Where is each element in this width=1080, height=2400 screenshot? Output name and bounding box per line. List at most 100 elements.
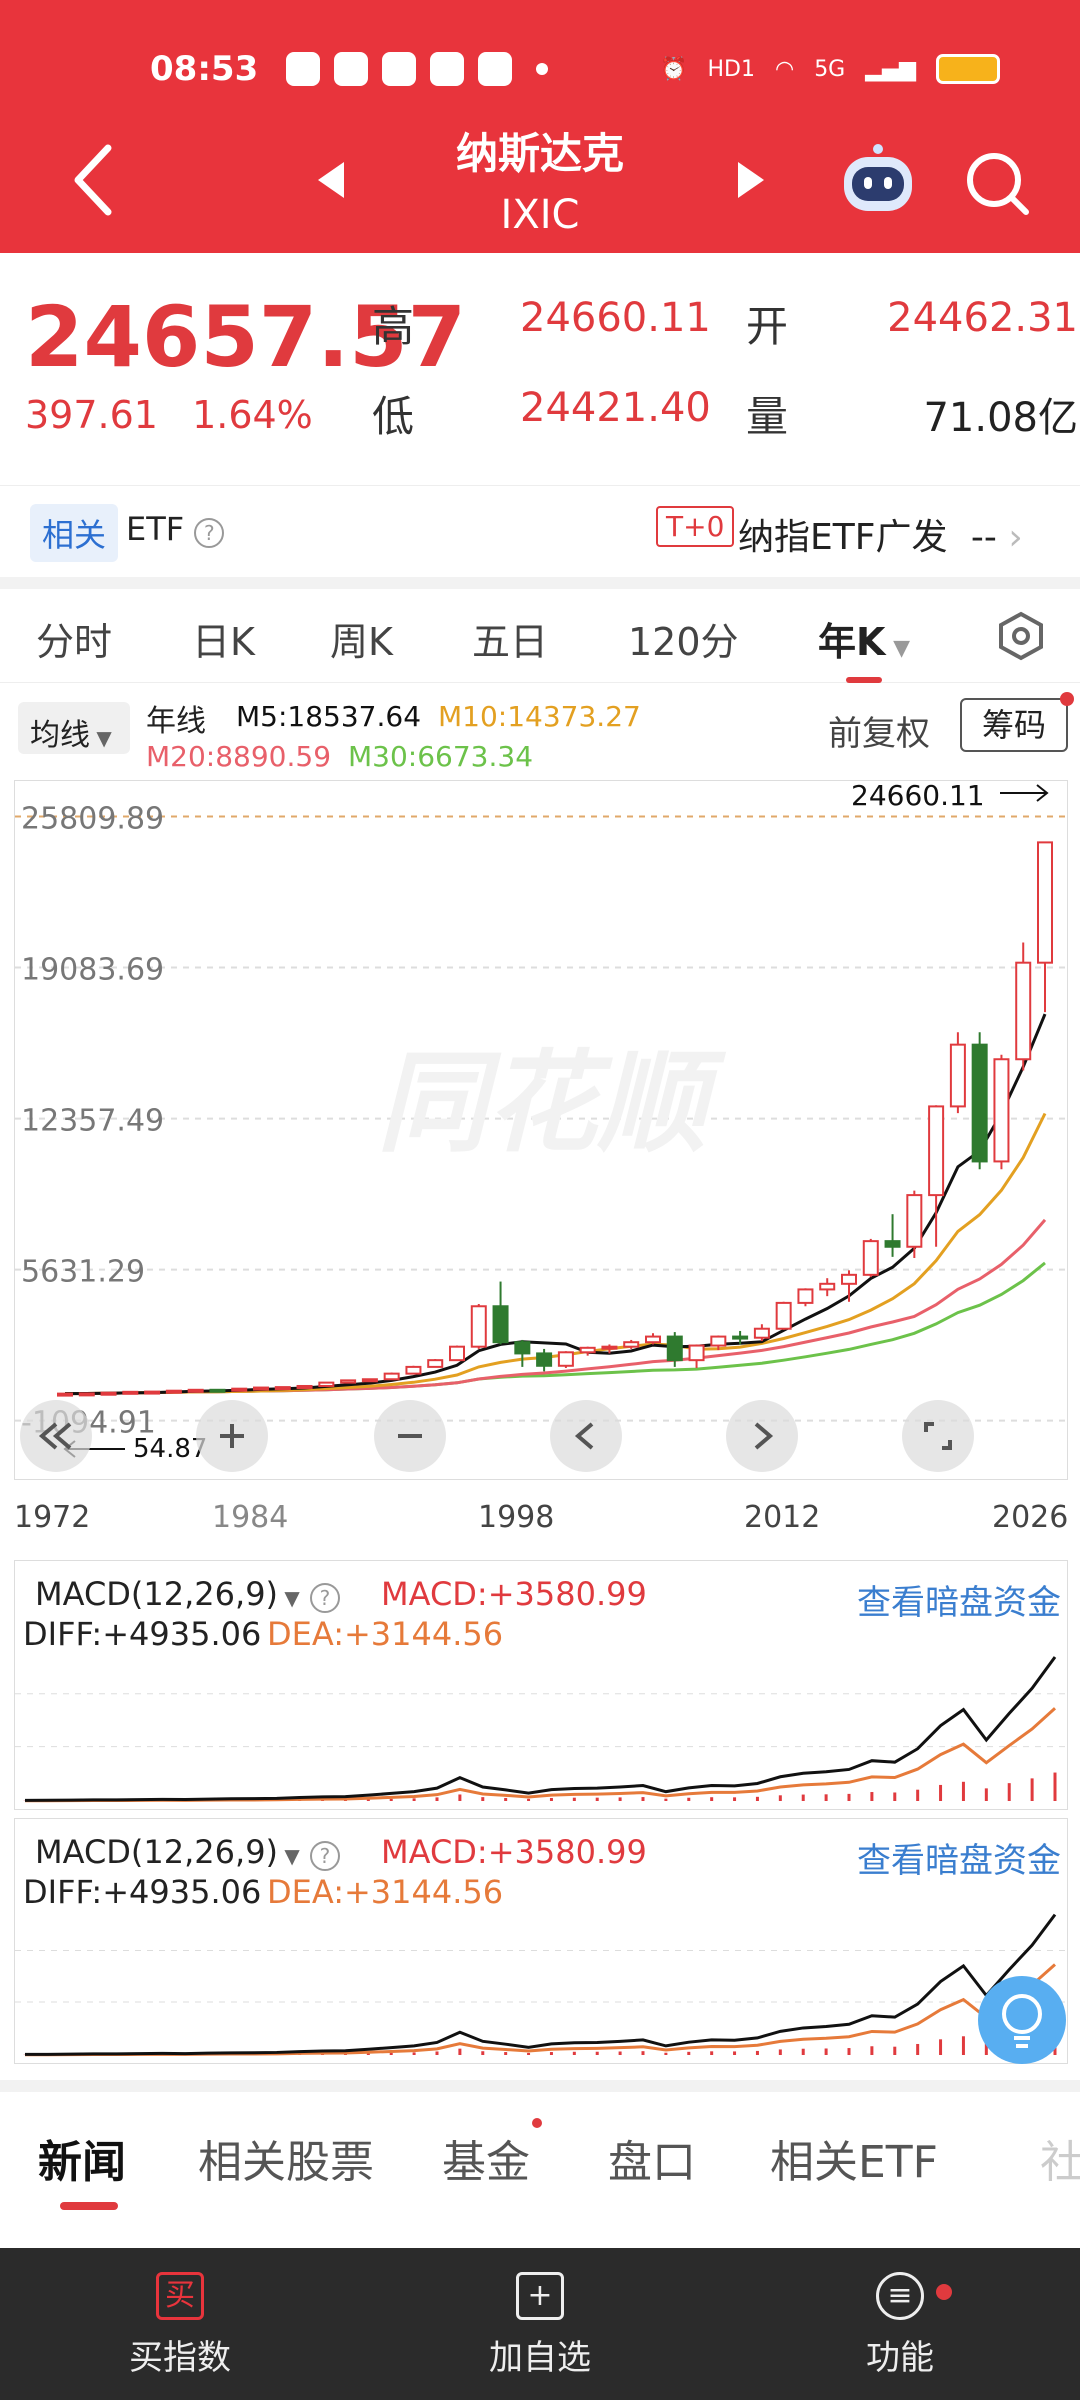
tab-weekly-k[interactable]: 周K [330, 620, 393, 664]
etf-label: ETF ? [126, 510, 225, 548]
max-price-label: 24660.11 [851, 781, 985, 812]
zoom-in-button[interactable] [196, 1400, 268, 1472]
fullscreen-button[interactable] [902, 1400, 974, 1472]
chevron-down-icon: ▼ [278, 1586, 300, 1610]
candle-body [688, 1344, 705, 1362]
ma10-value: M10:14373.27 [438, 700, 641, 733]
scroll-left-button[interactable] [550, 1400, 622, 1472]
ma30-line [64, 1261, 1046, 1396]
candle-body [274, 1386, 291, 1391]
period-tabs: 分时 日K 周K 五日 120分 年K ▼ [0, 589, 1080, 683]
settings-hexagon-icon[interactable] [996, 611, 1046, 661]
candle-body [340, 1379, 357, 1384]
candle-body [296, 1384, 313, 1389]
dark-pool-link[interactable]: 查看暗盘资金 [857, 1583, 1061, 1623]
assistant-robot-icon[interactable] [838, 143, 918, 215]
candle-body [949, 1043, 966, 1108]
ma-selector-label: 均线 [30, 718, 90, 753]
buy-index-button[interactable]: 买 买指数 [80, 2272, 280, 2379]
tab-five-day[interactable]: 五日 [472, 620, 549, 664]
dea-value: DEA:+3144.56 [267, 1873, 504, 1911]
back-icon[interactable] [70, 140, 120, 220]
high-label: 高 [372, 302, 415, 351]
tab-120min[interactable]: 120分 [628, 620, 739, 664]
add-watchlist-label: 加自选 [489, 2338, 591, 2378]
tab-order-book[interactable]: 盘口 [608, 2137, 696, 2188]
period-label: 年线 [146, 704, 206, 739]
tab-yearly-k[interactable]: 年K ▼ [818, 611, 910, 666]
app-notification-icon [286, 52, 321, 86]
buy-index-label: 买指数 [129, 2338, 231, 2378]
more-notifications-icon [536, 63, 549, 75]
change-percent: 1.64% [192, 393, 313, 437]
y-tick-label: 5631.29 [21, 1255, 145, 1290]
macd-value: MACD:+3580.99 [381, 1575, 647, 1613]
dark-pool-link[interactable]: 查看暗盘资金 [857, 1841, 1061, 1881]
etf-label-text: ETF [126, 510, 185, 548]
volume-value: 71.08亿 [923, 395, 1078, 441]
add-watchlist-button[interactable]: + 加自选 [440, 2272, 640, 2379]
macd-svg [15, 1656, 1069, 1803]
help-icon[interactable]: ? [309, 1583, 340, 1613]
tab-daily-k[interactable]: 日K [192, 620, 255, 664]
notification-dot [1060, 692, 1074, 706]
quote-panel: 24657.57 397.61 1.64% 高 24660.11 开 24462… [0, 253, 1080, 485]
chevron-left-icon [574, 1422, 594, 1450]
chevron-down-icon: ▼ [885, 636, 911, 661]
dea-line [24, 1963, 1056, 2057]
help-icon[interactable]: ? [309, 1841, 340, 1871]
jump-to-start-button[interactable] [20, 1400, 92, 1472]
candle-body [884, 1240, 901, 1248]
next-index-icon[interactable] [734, 162, 764, 198]
scroll-right-button[interactable] [726, 1400, 798, 1472]
macd-selector[interactable]: MACD(12,26,9) ▼ ? [35, 1575, 340, 1613]
chevron-down-icon: ▼ [90, 726, 112, 750]
candle-body [579, 1346, 596, 1354]
macd-svg [15, 1913, 1069, 2057]
tab-funds[interactable]: 基金 [442, 2137, 530, 2188]
candle-body [906, 1194, 923, 1248]
candle-body [427, 1359, 444, 1368]
price-adjust-toggle[interactable]: 前复权 [828, 714, 930, 754]
related-etf-row[interactable]: 相关 ETF ? T+0 纳指ETF广发 -- › [0, 485, 1080, 577]
content-tabs: 新闻 相关股票 基金 盘口 相关ETF 社 [0, 2080, 1080, 2210]
buy-icon: 买 [156, 2272, 204, 2320]
tab-related-etf[interactable]: 相关ETF [770, 2137, 938, 2188]
volume-label: 量 [746, 392, 789, 441]
tab-related-stocks[interactable]: 相关股票 [198, 2137, 374, 2188]
search-icon[interactable] [962, 148, 1032, 218]
ma5-value: M5:18537.64 [236, 700, 422, 733]
app-notification-icon [430, 52, 465, 86]
tab-community[interactable]: 社 [1040, 2137, 1080, 2188]
candle-body [841, 1273, 857, 1285]
candle-body [710, 1335, 727, 1347]
prev-index-icon[interactable] [318, 162, 348, 198]
candle-body [1037, 841, 1053, 964]
chips-button[interactable]: 筹码 [960, 698, 1068, 752]
chevron-down-icon: ▼ [278, 1844, 300, 1868]
ma-selector[interactable]: 均线 ▼ [18, 702, 130, 754]
functions-button[interactable]: ≡ 功能 [800, 2272, 1000, 2379]
zoom-out-button[interactable] [374, 1400, 446, 1472]
candle-body [732, 1335, 749, 1340]
tab-news[interactable]: 新闻 [38, 2137, 126, 2188]
fullscreen-icon [924, 1422, 952, 1450]
page-title: 纳斯达克 [455, 129, 624, 178]
diff-value: DIFF:+4935.06 [23, 1615, 262, 1653]
kline-chart[interactable]: 25809.8919083.6912357.495631.29-1094.91同… [14, 780, 1069, 1480]
x-tick: 2026 [992, 1500, 1069, 1535]
help-icon[interactable]: ? [194, 518, 225, 548]
tab-timeshare[interactable]: 分时 [36, 620, 113, 664]
macd-selector[interactable]: MACD(12,26,9) ▼ ? [35, 1833, 340, 1871]
related-tag: 相关 [30, 504, 119, 562]
candle-body [209, 1388, 226, 1393]
alarm-icon: ⏰ [660, 56, 688, 82]
y-tick-label: 12357.49 [21, 1104, 164, 1139]
bottom-action-bar: 买 买指数 + 加自选 ≡ 功能 [0, 2248, 1080, 2400]
index-code: IXIC [500, 192, 580, 238]
etf-value: -- [970, 517, 997, 558]
etf-name-text: 纳指ETF广发 [738, 517, 948, 558]
open-value: 24462.31 [887, 295, 1078, 341]
candle-body [797, 1288, 814, 1304]
tips-button[interactable] [978, 1976, 1066, 2064]
